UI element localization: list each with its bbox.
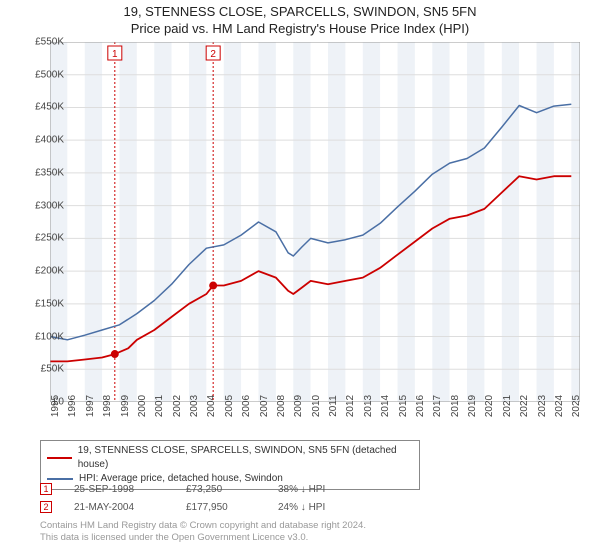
x-tick-label: 2002 (172, 395, 183, 417)
x-tick-label: 2023 (537, 395, 548, 417)
sale-marker-price-2: £177,950 (186, 502, 256, 513)
x-tick-label: 2017 (432, 395, 443, 417)
sale-marker-row-2: 2 21-MAY-2004 £177,950 24% ↓ HPI (40, 498, 358, 516)
x-tick-label: 2022 (519, 395, 530, 417)
legend-swatch-price-paid (47, 457, 72, 459)
x-tick-label: 1998 (102, 395, 113, 417)
y-tick-label: £100K (35, 331, 64, 342)
x-tick-label: 2011 (328, 395, 339, 417)
legend-row-price-paid: 19, STENNESS CLOSE, SPARCELLS, SWINDON, … (47, 444, 413, 472)
y-tick-label: £300K (35, 200, 64, 211)
sale-marker-diff-2: 24% ↓ HPI (278, 502, 358, 513)
title-line-2: Price paid vs. HM Land Registry's House … (0, 21, 600, 38)
sale-marker-badge-2: 2 (40, 501, 52, 513)
x-tick-label: 2019 (467, 395, 478, 417)
sale-marker-date-2: 21-MAY-2004 (74, 502, 164, 513)
chart-container: 19, STENNESS CLOSE, SPARCELLS, SWINDON, … (0, 0, 600, 560)
y-tick-label: £450K (35, 102, 64, 113)
x-tick-label: 2001 (154, 395, 165, 417)
x-tick-label: 1996 (67, 395, 78, 417)
x-tick-label: 2020 (484, 395, 495, 417)
y-tick-label: £500K (35, 69, 64, 80)
attribution-line-1: Contains HM Land Registry data © Crown c… (40, 520, 366, 532)
x-tick-label: 1999 (120, 395, 131, 417)
svg-text:2: 2 (210, 49, 216, 60)
x-tick-label: 2000 (137, 395, 148, 417)
x-tick-label: 2012 (345, 395, 356, 417)
sale-marker-price-1: £73,250 (186, 484, 256, 495)
attribution-line-2: This data is licensed under the Open Gov… (40, 532, 366, 544)
chart-area: 12 (50, 42, 580, 402)
sale-marker-row-1: 1 25-SEP-1998 £73,250 38% ↓ HPI (40, 480, 358, 498)
y-tick-label: £400K (35, 135, 64, 146)
x-tick-label: 2010 (311, 395, 322, 417)
y-tick-label: £250K (35, 233, 64, 244)
sale-marker-badge-1: 1 (40, 483, 52, 495)
x-tick-label: 2006 (241, 395, 252, 417)
y-tick-label: £50K (41, 364, 64, 375)
plot-svg: 12 (50, 42, 580, 402)
sale-marker-diff-1: 38% ↓ HPI (278, 484, 358, 495)
title-line-1: 19, STENNESS CLOSE, SPARCELLS, SWINDON, … (0, 4, 600, 21)
sale-marker-table: 1 25-SEP-1998 £73,250 38% ↓ HPI 2 21-MAY… (40, 480, 358, 516)
legend-label-price-paid: 19, STENNESS CLOSE, SPARCELLS, SWINDON, … (78, 444, 413, 472)
x-tick-label: 1995 (50, 395, 61, 417)
x-tick-label: 2021 (502, 395, 513, 417)
x-tick-label: 2008 (276, 395, 287, 417)
x-tick-label: 2018 (450, 395, 461, 417)
attribution: Contains HM Land Registry data © Crown c… (40, 520, 366, 544)
x-tick-label: 2004 (206, 395, 217, 417)
sale-marker-date-1: 25-SEP-1998 (74, 484, 164, 495)
x-tick-label: 2009 (293, 395, 304, 417)
x-tick-label: 2024 (554, 395, 565, 417)
y-tick-label: £200K (35, 266, 64, 277)
x-tick-label: 2025 (571, 395, 582, 417)
x-tick-label: 2003 (189, 395, 200, 417)
y-tick-label: £150K (35, 298, 64, 309)
title-block: 19, STENNESS CLOSE, SPARCELLS, SWINDON, … (0, 0, 600, 38)
svg-text:1: 1 (112, 49, 118, 60)
x-tick-label: 1997 (85, 395, 96, 417)
x-tick-label: 2013 (363, 395, 374, 417)
x-tick-label: 2015 (398, 395, 409, 417)
x-tick-label: 2016 (415, 395, 426, 417)
x-tick-label: 2005 (224, 395, 235, 417)
y-tick-label: £550K (35, 37, 64, 48)
y-tick-label: £350K (35, 167, 64, 178)
x-tick-label: 2014 (380, 395, 391, 417)
x-tick-label: 2007 (259, 395, 270, 417)
